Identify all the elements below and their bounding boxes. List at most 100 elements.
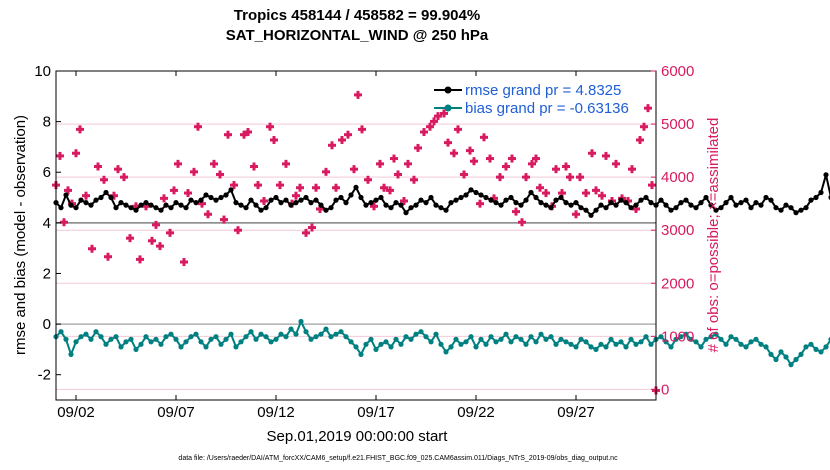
bias-point [73, 339, 79, 345]
obs-marker [434, 112, 442, 121]
rmse-point [523, 197, 529, 203]
bias-point [673, 336, 679, 342]
bias-point [68, 351, 74, 357]
bias-point [518, 336, 524, 342]
rmse-point [68, 202, 74, 208]
rmse-point [583, 207, 589, 213]
rmse-point [708, 202, 714, 208]
obs-marker [552, 165, 560, 174]
obs-marker [522, 173, 530, 182]
rmse-point [743, 197, 749, 203]
bias-point [448, 344, 454, 350]
obs-marker [64, 186, 72, 195]
bias-point [163, 334, 169, 340]
obs-marker [114, 165, 122, 174]
obs-marker [190, 167, 198, 176]
rmse-point [268, 197, 274, 203]
x-tick-label: 09/22 [457, 404, 495, 421]
bias-point [483, 341, 489, 347]
rmse-point [468, 187, 474, 193]
rmse-point [478, 192, 484, 198]
obs-marker [266, 122, 274, 131]
rmse-point [73, 205, 79, 211]
rmse-point [738, 200, 744, 206]
y-tick-label: 0 [43, 316, 51, 333]
bias-point [88, 336, 94, 342]
bias-point [253, 336, 259, 342]
rmse-point [343, 200, 349, 206]
bias-point [468, 334, 474, 340]
rmse-point [608, 200, 614, 206]
y-tick-label: 10 [34, 63, 51, 80]
bias-point [703, 336, 709, 342]
obs-marker [322, 167, 330, 176]
bias-point [328, 334, 334, 340]
bias-point [533, 339, 539, 345]
rmse-point [93, 197, 99, 203]
bias-point [273, 336, 279, 342]
bias-point [693, 339, 699, 345]
rmse-point [113, 205, 119, 211]
bias-point [608, 336, 614, 342]
rmse-point [298, 197, 304, 203]
bias-point [353, 344, 359, 350]
bias-point [748, 339, 754, 345]
rmse-point [533, 194, 539, 201]
rmse-point [358, 194, 364, 201]
obs-marker [572, 210, 580, 219]
obs-marker [296, 183, 304, 192]
obs-marker [332, 183, 340, 192]
rmse-point [158, 207, 164, 213]
obs-marker [210, 159, 218, 168]
rmse-point [63, 192, 69, 198]
obs-marker [354, 90, 362, 99]
bias-point [423, 334, 429, 340]
rmse-point [793, 210, 799, 216]
rmse-point [213, 197, 219, 203]
obs-marker [612, 159, 620, 168]
bias-point [308, 336, 314, 342]
rmse-point [373, 197, 379, 203]
bias-point [303, 329, 309, 335]
obs-marker [454, 125, 462, 134]
obs-marker [410, 175, 418, 184]
bias-point [798, 351, 804, 357]
obs-marker [390, 154, 398, 163]
rmse-point [328, 205, 334, 211]
rmse-point [128, 205, 134, 211]
y2-axis-ticks: 0 1000 2000 3000 4000 5000 6000 [651, 63, 694, 398]
obs-marker [444, 138, 452, 147]
rmse-point [623, 200, 629, 206]
obs-marker [170, 186, 178, 195]
bias-point [363, 341, 369, 347]
rmse-point [663, 202, 669, 208]
obs-marker [338, 135, 346, 144]
bias-point [248, 329, 254, 335]
rmse-point [208, 194, 214, 201]
rmse-point [728, 194, 734, 201]
y2-tick-label: 0 [661, 381, 669, 398]
rmse-point [593, 207, 599, 213]
legend-rmse-label: rmse grand pr = 4.8325 [465, 82, 621, 99]
bias-point [223, 336, 229, 342]
rmse-point [168, 205, 174, 211]
obs-marker [420, 128, 428, 137]
obs-marker [308, 223, 316, 232]
bias-point [368, 336, 374, 342]
x-tick-label: 09/02 [57, 404, 95, 421]
rmse-point [543, 202, 549, 208]
rmse-point [718, 205, 724, 211]
bias-point [268, 339, 274, 345]
bias-point [458, 341, 464, 347]
bias-point [198, 339, 204, 345]
bias-point [573, 344, 579, 350]
rmse-point [253, 202, 259, 208]
bias-point [553, 341, 559, 347]
rmse-point [648, 200, 654, 206]
obs-marker [344, 130, 352, 139]
bias-point [753, 336, 759, 342]
rmse-point [488, 197, 494, 203]
bias-point [143, 334, 149, 340]
obs-marker [376, 159, 384, 168]
obs-marker [582, 189, 590, 198]
